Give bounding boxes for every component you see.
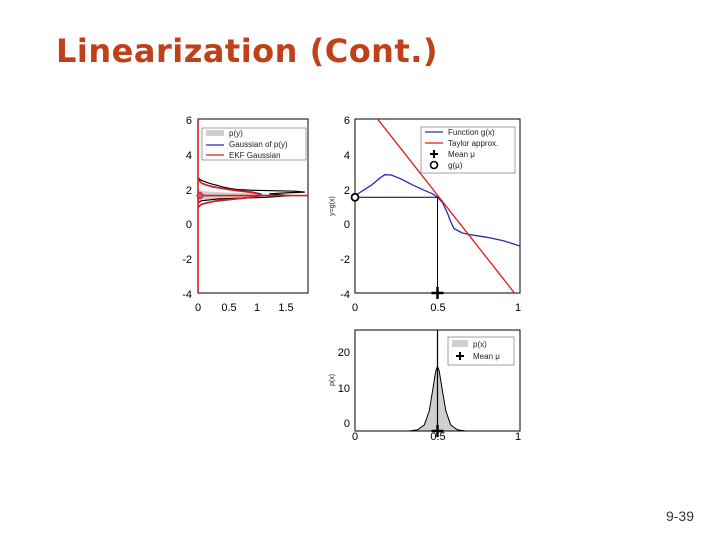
left-ytick: -2 [182, 254, 192, 266]
right-ytick: 0 [344, 219, 350, 231]
slide-title: Linearization (Cont.) [56, 32, 439, 70]
right-xtick: 0.5 [430, 302, 445, 314]
left-series [196, 119, 308, 293]
left-xtick: 1.5 [278, 302, 293, 314]
left-series-line [198, 177, 305, 204]
left-plot: 6 4 2 0 -2 -4 0 0.5 1 1.5 p(y) Gaussian … [182, 115, 309, 314]
right-legend: Function g(x) Taylor approx. Mean μ g(μ) [420, 126, 516, 174]
bottom-ytick: 0 [344, 418, 350, 430]
bottom-ylabel: p(x) [329, 374, 336, 386]
bottom-legend: p(x) Mean μ [447, 336, 515, 366]
bottom-legend-label: p(x) [473, 340, 487, 349]
legend-swatch-gray [452, 340, 468, 347]
left-ytick: 6 [186, 115, 192, 127]
right-legend-label: Function g(x) [448, 128, 495, 137]
right-ylabel: y=g(x) [329, 196, 336, 216]
right-legend-label: g(μ) [448, 161, 463, 170]
right-ytick: -2 [340, 254, 350, 266]
right-series [350, 119, 520, 299]
left-legend-label: EKF Gaussian [229, 151, 281, 160]
left-legend-label: Gaussian of p(y) [229, 140, 288, 149]
legend-plus-marker [456, 352, 464, 360]
right-mean-marker [431, 287, 444, 299]
legend-swatch-gray [206, 130, 224, 136]
right-xtick: 0 [352, 302, 358, 314]
left-xtick: 0 [195, 302, 201, 314]
bottom-xtick: 0 [352, 431, 358, 443]
right-xtick: 1 [515, 302, 521, 314]
right-legend-label: Taylor approx. [448, 139, 498, 148]
bottom-ytick: 10 [338, 383, 350, 395]
bottom-xtick: 1 [515, 431, 521, 443]
right-ticks: 6 4 2 0 -2 -4 0 0.5 1 y=g(x) [329, 115, 521, 314]
bottom-plot: 20 10 0 0 0.5 1 p(x) p(x) Mean μ [329, 329, 521, 443]
right-ytick: -4 [340, 289, 350, 301]
right-plot: 6 4 2 0 -2 -4 0 0.5 1 y=g(x) Function g(… [329, 115, 521, 314]
left-ticks: 6 4 2 0 -2 -4 0 0.5 1 1.5 [182, 115, 293, 314]
bottom-ytick: 20 [338, 347, 350, 359]
left-xtick: 0.5 [221, 302, 236, 314]
page-number: 9-39 [665, 508, 694, 524]
legend-plus-marker [430, 150, 438, 158]
right-series-line [376, 119, 516, 293]
bottom-legend-label: Mean μ [473, 352, 500, 361]
right-ytick: 6 [344, 115, 350, 127]
left-legend-label: p(y) [229, 129, 243, 138]
left-ytick: 0 [186, 219, 192, 231]
bottom-mean-marker [431, 425, 444, 437]
left-legend: p(y) Gaussian of p(y) EKF Gaussian [201, 127, 307, 161]
left-ytick: -4 [182, 289, 192, 301]
right-ytick: 4 [344, 150, 350, 162]
right-legend-label: Mean μ [448, 150, 475, 159]
bottom-series [409, 330, 466, 437]
right-legend-box [420, 126, 516, 174]
right-ytick: 2 [344, 185, 350, 197]
left-ytick: 2 [186, 185, 192, 197]
left-marker [196, 192, 204, 200]
right-gmu-marker [350, 192, 360, 202]
left-xtick: 1 [254, 302, 260, 314]
legend-circle-marker [429, 160, 439, 170]
left-ytick: 4 [186, 150, 192, 162]
left-series-line [197, 179, 261, 209]
